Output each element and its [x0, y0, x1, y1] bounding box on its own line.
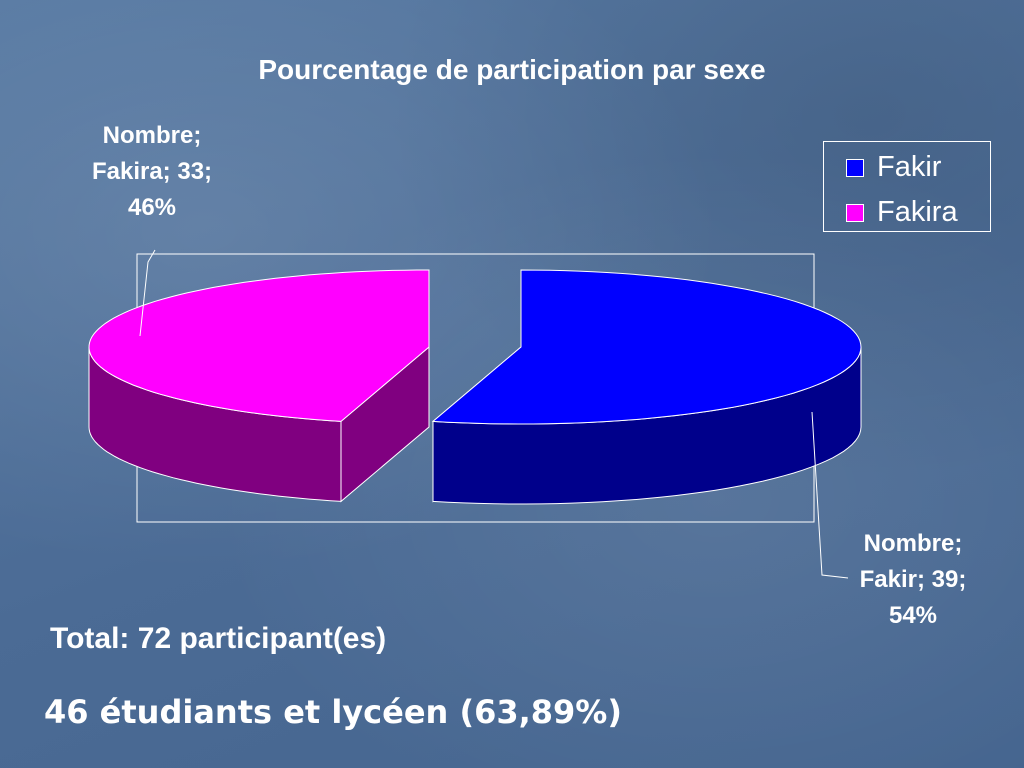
data-label-fakira-line2: Fakira; 33;: [91, 158, 213, 185]
legend-swatch-fakir: [846, 159, 864, 177]
pie-slice-fakira: [88, 269, 430, 422]
data-label-fakir-line2: Fakir; 39;: [859, 566, 967, 593]
data-label-fakira-line1: Nombre;: [102, 122, 202, 149]
chart-title: Pourcentage de participation par sexe: [258, 54, 766, 85]
data-label-fakira: Nombre; Fakira; 33; 46%: [62, 118, 242, 226]
legend-label-fakir: Fakir: [877, 151, 942, 183]
pie-slice-fakir: [431, 269, 862, 425]
students-summary-text: 46 étudiants et lycéen (63,89%): [44, 693, 622, 731]
data-label-fakira-line3: 46%: [127, 194, 177, 221]
legend-label-fakira: Fakira: [877, 196, 958, 228]
data-label-fakir: Nombre; Fakir; 39; 54%: [823, 526, 1003, 634]
legend-swatch-fakira: [846, 204, 864, 222]
data-label-fakir-line1: Nombre;: [863, 530, 963, 557]
total-participants-text: Total: 72 participant(es): [50, 622, 387, 655]
chart-legend: Fakir Fakira: [823, 141, 991, 232]
leader-line-fakir: [811, 411, 849, 579]
leader-line-fakira: [139, 249, 156, 337]
data-label-fakir-line3: 54%: [888, 602, 938, 629]
